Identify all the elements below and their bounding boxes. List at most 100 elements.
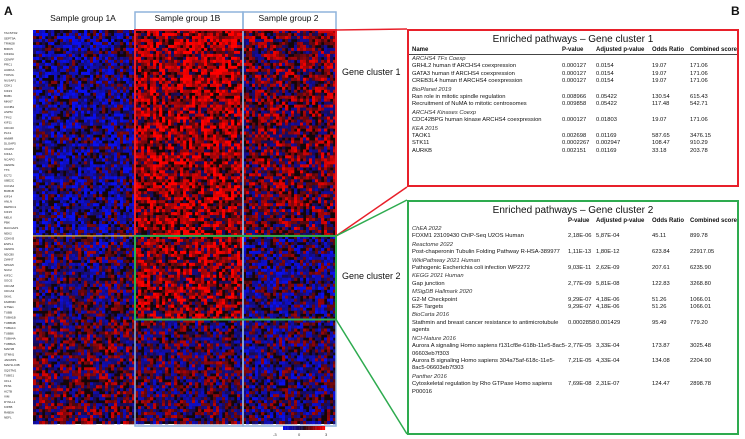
heatmap-cell	[270, 89, 274, 93]
heatmap-cell	[147, 32, 151, 37]
heatmap-cell	[213, 65, 217, 70]
heatmap-cell	[309, 149, 313, 153]
heatmap-cell	[84, 101, 88, 105]
heatmap-cell	[135, 104, 139, 108]
heatmap-cell	[99, 77, 103, 82]
heatmap-cell	[249, 158, 253, 162]
heatmap-cell	[84, 203, 88, 207]
heatmap-cell	[159, 47, 163, 52]
heatmap-cell	[111, 80, 115, 85]
heatmap-cell	[72, 104, 76, 108]
heatmap-cell	[204, 62, 208, 67]
heatmap-cell	[63, 179, 67, 183]
heatmap-cell	[138, 95, 142, 99]
heatmap-cell	[117, 122, 121, 126]
heatmap-cell	[180, 185, 184, 189]
heatmap-cell	[300, 104, 304, 108]
heatmap-cell	[99, 56, 103, 61]
heatmap-cell	[135, 128, 139, 132]
heatmap-cell	[48, 62, 52, 67]
heatmap-cell	[225, 149, 229, 153]
heatmap-cell	[87, 152, 91, 156]
heatmap-cell	[105, 179, 109, 183]
heatmap-cell	[144, 137, 148, 141]
heatmap-cell	[150, 182, 154, 186]
heatmap-cell	[249, 35, 253, 40]
heatmap-cell	[315, 167, 319, 171]
heatmap-cell	[126, 125, 130, 129]
heatmap-cell	[141, 59, 145, 64]
heatmap-cell	[36, 83, 40, 88]
heatmap-cell	[252, 191, 256, 195]
heatmap-cell	[69, 80, 73, 85]
heatmap-cell	[225, 56, 229, 61]
heatmap-cell	[39, 77, 43, 82]
heatmap-cell	[75, 59, 79, 64]
heatmap-cell	[81, 62, 85, 67]
heatmap-cell	[114, 101, 118, 105]
heatmap-cell	[228, 116, 232, 120]
heatmap-cell	[312, 107, 316, 111]
heatmap-cell	[132, 164, 136, 168]
heatmap-cell	[39, 152, 43, 156]
heatmap-cell	[291, 95, 295, 99]
heatmap-cell	[201, 38, 205, 43]
heatmap-cell	[255, 182, 259, 186]
heatmap-cell	[330, 32, 334, 37]
heatmap-cell	[186, 74, 190, 79]
heatmap-cell	[93, 164, 97, 168]
heatmap-cell	[57, 203, 61, 207]
heatmap-cell	[297, 110, 301, 114]
heatmap-cell	[66, 80, 70, 85]
heatmap-cell	[213, 56, 217, 61]
heatmap-cell	[165, 53, 169, 58]
heatmap-cell	[36, 80, 40, 85]
heatmap-cell	[132, 30, 136, 34]
heatmap-cell	[36, 167, 40, 171]
heatmap-cell	[192, 179, 196, 183]
heatmap-cell	[192, 155, 196, 159]
heatmap-cell	[102, 188, 106, 192]
heatmap-cell	[108, 32, 112, 37]
heatmap-cell	[111, 164, 115, 168]
heatmap-cell	[309, 116, 313, 120]
heatmap-cell	[255, 83, 259, 88]
heatmap-cell	[201, 188, 205, 192]
heatmap-cell	[174, 122, 178, 126]
heatmap-cell	[291, 152, 295, 156]
heatmap-cell	[255, 203, 259, 207]
heatmap-cell	[96, 122, 100, 126]
heatmap-cell	[207, 152, 211, 156]
heatmap-cell	[207, 50, 211, 55]
gene-label: CKAP2	[4, 147, 14, 151]
heatmap-cell	[138, 83, 142, 88]
heatmap-cell	[132, 59, 136, 64]
heatmap-cell	[300, 68, 304, 73]
heatmap-cell	[285, 131, 289, 135]
heatmap-cell	[273, 125, 277, 129]
heatmap-cell	[42, 173, 46, 177]
heatmap-cell	[219, 65, 223, 70]
heatmap-cell	[150, 56, 154, 61]
heatmap-cell	[156, 50, 160, 55]
gene-label: CDK1	[4, 84, 12, 88]
heatmap-cell	[216, 30, 220, 34]
gene-label: BUB1B	[4, 189, 14, 193]
heatmap-cell	[243, 176, 247, 180]
heatmap-cell	[327, 140, 331, 144]
heatmap-cell	[33, 134, 37, 138]
heatmap-cell	[204, 83, 208, 88]
heatmap-cell	[231, 191, 235, 195]
heatmap-cell	[207, 80, 211, 85]
heatmap-cell	[174, 170, 178, 174]
heatmap-cell	[201, 173, 205, 177]
heatmap-cell	[33, 83, 37, 88]
heatmap-cell	[93, 89, 97, 93]
heatmap-cell	[51, 128, 55, 132]
heatmap-cell	[330, 104, 334, 108]
heatmap-cell	[312, 86, 316, 90]
heatmap-cell	[243, 131, 247, 135]
heatmap-cell	[108, 149, 112, 153]
heatmap-cell	[240, 155, 244, 159]
heatmap-cell	[147, 107, 151, 111]
